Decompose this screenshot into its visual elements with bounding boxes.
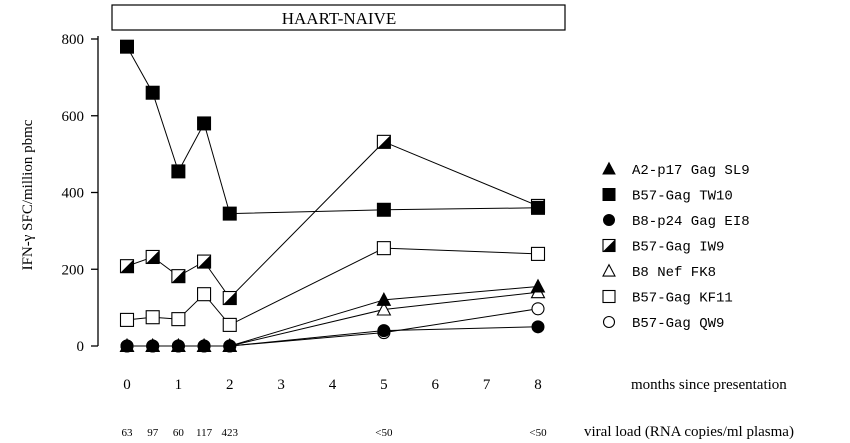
data-point	[531, 302, 545, 316]
viral-load-label: viral load (RNA copies/ml plasma)	[584, 424, 794, 440]
data-point	[119, 259, 135, 274]
data-point	[146, 339, 160, 353]
series-lines	[126, 46, 539, 347]
x-tick-label: 6	[432, 377, 440, 393]
legend-marker	[603, 214, 615, 226]
data-point	[120, 39, 134, 54]
data-point	[222, 290, 237, 306]
axes: 0 200 400 600 800 0 1 2 3 4 5 6 7 8	[62, 32, 542, 393]
x-tick-label: 4	[329, 377, 337, 393]
legend-label: B57-Gag KF11	[632, 291, 733, 307]
data-point	[376, 202, 391, 217]
data-point	[222, 317, 237, 332]
data-point	[223, 339, 237, 353]
legend-marker	[602, 238, 616, 253]
series-line	[127, 291, 539, 347]
y-tick-label: 600	[62, 109, 85, 125]
legend-label: B57-Gag TW10	[632, 189, 733, 205]
data-point	[530, 246, 546, 261]
data-point	[376, 241, 391, 256]
legend-marker	[602, 263, 616, 277]
data-point	[120, 339, 134, 353]
data-point	[171, 164, 186, 179]
x-tick-label: 2	[226, 377, 234, 393]
legend-label: B57-Gag IW9	[632, 240, 724, 256]
data-point	[376, 301, 392, 316]
x-tick-label: 1	[175, 377, 183, 393]
data-point	[171, 339, 185, 353]
x-tick-label: 5	[380, 377, 388, 393]
y-tick-label: 200	[62, 262, 85, 278]
data-point	[171, 312, 186, 327]
viral-load-value: <50	[375, 427, 393, 439]
data-point	[197, 339, 211, 353]
data-point	[530, 278, 546, 293]
viral-load-labels: 63 97 60 117 423 <50 <50	[122, 427, 548, 439]
chart-title: HAART-NAIVE	[282, 9, 397, 28]
data-point	[171, 269, 186, 284]
data-point	[145, 310, 160, 325]
y-tick-label: 800	[62, 32, 85, 48]
legend: A2-p17 Gag SL9 B57-Gag TW10 B8-p24 Gag EI8…	[602, 161, 750, 332]
series-line	[126, 141, 539, 299]
data-point	[377, 324, 391, 338]
legend-marker	[602, 289, 616, 304]
series-line	[127, 326, 539, 347]
y-tick-label: 0	[77, 339, 85, 355]
viral-load-value: 97	[147, 427, 159, 439]
data-point	[119, 312, 135, 327]
data-point	[145, 85, 160, 100]
legend-marker	[602, 315, 616, 329]
data-point	[197, 254, 212, 269]
x-tick-label: 8	[534, 377, 542, 393]
series-line	[127, 308, 539, 347]
viral-load-value: <50	[529, 427, 547, 439]
chart-title-frame	[111, 4, 566, 31]
viral-load-value: 60	[173, 427, 185, 439]
legend-label: B8-p24 Gag EI8	[632, 214, 750, 230]
data-point	[145, 249, 160, 265]
x-axis-label: months since presentation	[631, 377, 787, 393]
y-axis-label: IFN-γ SFC/million pbmc	[20, 119, 36, 270]
legend-label: B57-Gag QW9	[632, 316, 724, 332]
legend-marker	[602, 161, 616, 175]
x-tick-label: 3	[277, 377, 285, 393]
y-tick-label: 400	[62, 186, 85, 202]
data-point	[531, 320, 545, 334]
data-point	[197, 116, 212, 131]
data-point	[222, 206, 237, 221]
series-markers	[119, 39, 546, 353]
series-line	[126, 247, 539, 326]
data-point	[197, 287, 212, 302]
data-point	[376, 134, 391, 149]
data-point	[376, 292, 392, 306]
series-line	[126, 46, 539, 215]
legend-marker	[602, 188, 616, 201]
data-point	[531, 200, 545, 215]
legend-label: A2-p17 Gag SL9	[632, 163, 750, 179]
viral-load-value: 423	[222, 427, 239, 439]
viral-load-value: 63	[122, 427, 134, 439]
legend-label: B8 Nef FK8	[632, 265, 716, 281]
x-tick-label: 0	[123, 377, 131, 393]
chart-title-box: HAART-NAIVE	[111, 4, 566, 31]
viral-load-value: 117	[196, 427, 213, 439]
x-tick-label: 7	[483, 377, 491, 393]
